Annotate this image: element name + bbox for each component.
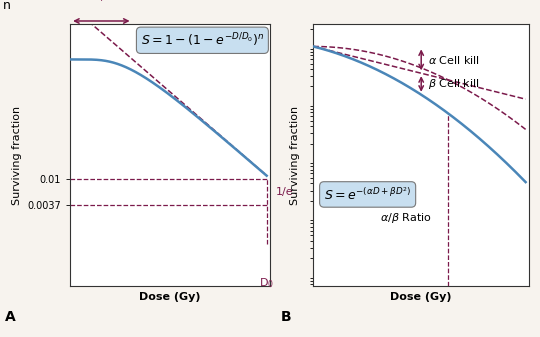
Y-axis label: Surviving fraction: Surviving fraction	[12, 105, 22, 205]
X-axis label: Dose (Gy): Dose (Gy)	[139, 292, 201, 302]
Text: $S = e^{-(\alpha D + \beta D^2)}$: $S = e^{-(\alpha D + \beta D^2)}$	[324, 186, 411, 203]
Text: B: B	[281, 309, 292, 324]
Y-axis label: Surviving fraction: Surviving fraction	[290, 105, 300, 205]
Text: $\beta$ Cell kill: $\beta$ Cell kill	[428, 77, 480, 91]
Text: $\alpha$ Cell kill: $\alpha$ Cell kill	[428, 54, 480, 66]
Text: A: A	[5, 309, 16, 324]
X-axis label: Dose (Gy): Dose (Gy)	[390, 292, 452, 302]
Text: $\alpha/\beta$ Ratio: $\alpha/\beta$ Ratio	[380, 211, 431, 225]
Text: $S = 1-(1-e^{-D/D_0})^n$: $S = 1-(1-e^{-D/D_0})^n$	[141, 31, 264, 49]
Text: n: n	[2, 0, 10, 12]
Text: 1/e: 1/e	[276, 187, 293, 197]
Text: D$_0$: D$_0$	[259, 277, 274, 290]
Text: D$_q$: D$_q$	[88, 0, 105, 3]
